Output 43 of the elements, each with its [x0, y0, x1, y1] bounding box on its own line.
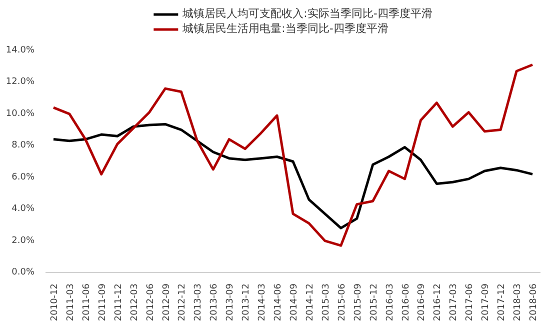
- y-tick-label: 8.0%: [12, 140, 35, 151]
- x-tick-label: 2014-12: [305, 283, 316, 322]
- x-tick-label: 2011-12: [114, 283, 124, 322]
- y-tick-label: 6.0%: [12, 172, 35, 182]
- x-tick-label: 2015-09: [353, 283, 364, 322]
- x-tick-label: 2012-09: [162, 283, 172, 322]
- x-tick-label: 2015-06: [337, 283, 348, 322]
- x-tick-label: 2017-12: [497, 283, 508, 322]
- line-series: [52, 122, 534, 230]
- y-tick-label: 0.0%: [12, 268, 35, 278]
- x-tick-label: 2013-06: [210, 283, 220, 322]
- x-tick-label: 2013-03: [194, 283, 204, 322]
- x-tick-label: 2016-06: [401, 283, 412, 322]
- x-tick-label: 2016-12: [433, 283, 444, 322]
- x-tick-label: 2016-03: [385, 283, 396, 322]
- y-tick-label: 12.0%: [6, 77, 35, 88]
- x-tick-label: 2012-12: [178, 283, 188, 322]
- x-tick-label: 2017-03: [449, 283, 460, 322]
- x-tick-label: 2017-06: [465, 283, 476, 322]
- x-tick-label: 2011-06: [82, 283, 92, 322]
- x-tick-label: 2013-09: [226, 283, 236, 322]
- x-tick-label: 2017-09: [481, 283, 492, 322]
- x-tick-label: 2015-03: [321, 283, 332, 322]
- x-tick-label: 2010-12: [50, 283, 60, 322]
- x-tick-label: 2014-06: [274, 283, 284, 322]
- legend-label: 城镇居民人均可支配收入:实际当季同比-四季度平滑: [182, 6, 432, 21]
- x-tick-label: 2014-03: [258, 283, 268, 322]
- line-series: [52, 64, 534, 247]
- y-tick-label: 2.0%: [12, 236, 35, 246]
- x-tick-label: 2013-12: [242, 283, 252, 322]
- x-tick-label: 2018-06: [529, 283, 540, 322]
- x-tick-label: 2011-03: [66, 283, 76, 322]
- x-tick-label: 2018-03: [513, 283, 524, 322]
- y-tick-label: 14.0%: [6, 46, 35, 56]
- x-tick-label: 2016-09: [417, 283, 428, 322]
- x-tick-label: 2012-03: [130, 283, 140, 322]
- x-tick-label: 2012-06: [146, 283, 156, 322]
- x-tick-label: 2015-12: [369, 283, 380, 322]
- y-tick-label: 4.0%: [12, 204, 35, 214]
- legend-label: 城镇居民生活用电量:当季同比-四季度平滑: [182, 21, 388, 36]
- x-tick-label: 2014-09: [290, 283, 300, 322]
- y-tick-label: 10.0%: [6, 108, 35, 119]
- x-tick-label: 2011-09: [98, 283, 108, 322]
